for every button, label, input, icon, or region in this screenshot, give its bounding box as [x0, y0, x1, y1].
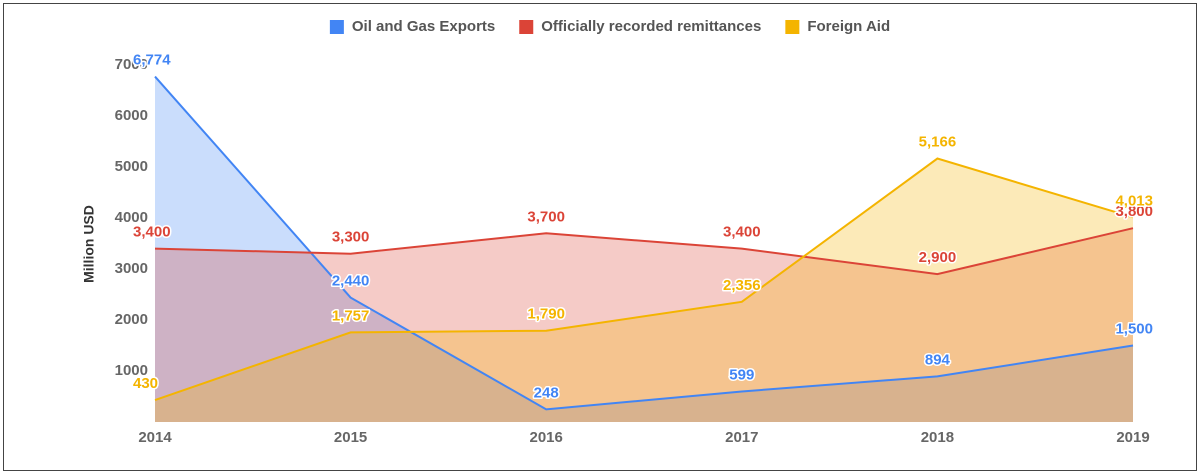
- data-label: 248: [534, 384, 559, 401]
- data-label: 1,790: [527, 306, 565, 323]
- legend-swatch: [519, 20, 534, 34]
- data-label: 4,013: [1115, 192, 1153, 209]
- legend-label: Officially recorded remittances: [541, 18, 761, 35]
- area: [155, 228, 1133, 422]
- legend-swatch: [329, 20, 344, 34]
- x-tick-label: 2016: [530, 429, 563, 446]
- x-tick-label: 2014: [138, 429, 172, 446]
- data-label: 894: [925, 351, 951, 368]
- data-label: 3,700: [527, 208, 565, 225]
- area: [155, 76, 1133, 422]
- data-label: 6,774: [133, 51, 171, 68]
- data-label: 1,757: [332, 307, 370, 324]
- area: [155, 158, 1133, 422]
- data-label: 2,900: [919, 249, 957, 266]
- legend-label: Foreign Aid: [807, 18, 890, 35]
- y-axis-label: Million USD: [81, 205, 97, 283]
- y-tick-label: 7000: [115, 56, 148, 73]
- x-tick-label: 2015: [334, 429, 367, 446]
- x-tick-label: 2019: [1116, 429, 1149, 446]
- data-label: 5,166: [919, 134, 957, 151]
- data-label: 430: [133, 375, 158, 392]
- data-label: 2,356: [723, 277, 761, 294]
- line: [154, 227, 1134, 276]
- data-label: 3,400: [723, 224, 761, 241]
- legend-label: Oil and Gas Exports: [352, 18, 495, 35]
- y-tick-label: 3000: [115, 260, 148, 277]
- x-tick-label: 2018: [921, 429, 954, 446]
- legend: Oil and Gas Exports Officially recorded r…: [329, 18, 890, 35]
- y-tick-label: 1000: [115, 362, 148, 379]
- data-label: 3,400: [133, 224, 171, 241]
- line: [154, 157, 1134, 402]
- data-label: 599: [729, 366, 754, 383]
- line: [154, 75, 1134, 411]
- data-label: 3,300: [332, 229, 370, 246]
- y-tick-label: 4000: [115, 209, 148, 226]
- data-label: 3,800: [1115, 203, 1153, 220]
- y-tick-label: 6000: [115, 107, 148, 124]
- x-tick-label: 2017: [725, 429, 758, 446]
- y-tick-label: 2000: [115, 311, 148, 328]
- y-tick-label: 5000: [115, 158, 148, 175]
- legend-swatch: [785, 20, 800, 34]
- data-label: 2,440: [332, 273, 370, 290]
- data-label: 1,500: [1115, 320, 1153, 337]
